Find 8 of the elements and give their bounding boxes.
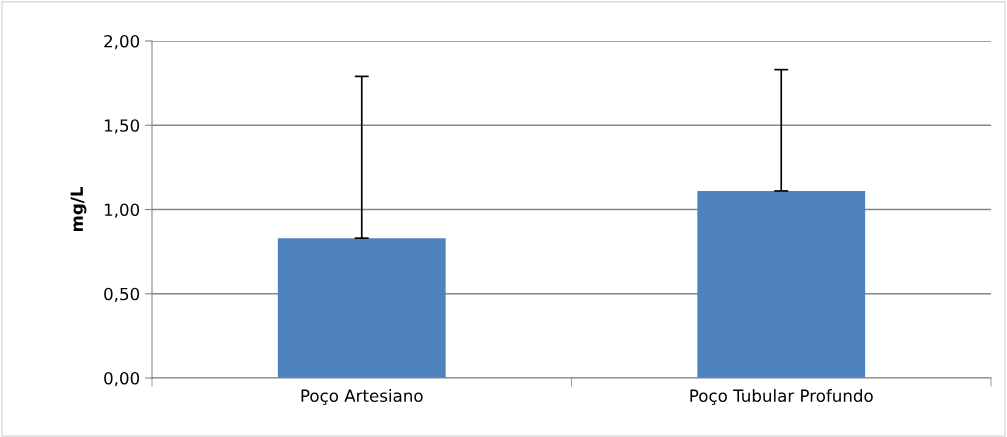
x-tick-label: Poço Artesiano xyxy=(301,389,423,405)
y-tick-label: 1,00 xyxy=(104,203,140,218)
y-axis-title: mg/L xyxy=(70,186,87,232)
y-tick-label: 1,50 xyxy=(104,119,140,134)
y-tick-label: 2,00 xyxy=(104,34,140,50)
y-tick-label: 0,00 xyxy=(104,371,140,387)
y-tick-label: 0,50 xyxy=(104,287,140,303)
x-tick-label: Poço Tubular Profundo xyxy=(690,389,873,405)
